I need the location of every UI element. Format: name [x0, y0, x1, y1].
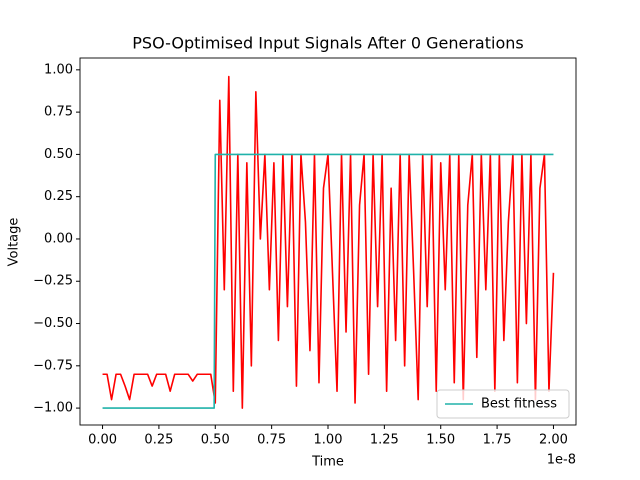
y-tick-label: 1.00: [44, 62, 73, 77]
y-axis-label: Voltage: [7, 218, 22, 267]
y-tick-label: 0.25: [44, 189, 73, 204]
y-tick-label: −0.50: [33, 316, 73, 331]
y-tick-label: 0.75: [44, 105, 73, 120]
x-tick-label: 0.50: [201, 433, 230, 448]
x-tick-label: 1.00: [314, 433, 343, 448]
y-tick-label: 0.00: [44, 231, 73, 246]
y-tick-label: −0.75: [33, 358, 73, 373]
x-tick-label: 0.25: [144, 433, 173, 448]
y-tick-label: −0.25: [33, 274, 73, 289]
x-tick-label: 1.25: [370, 433, 399, 448]
legend-box: [436, 389, 570, 419]
x-tick-label: 1.50: [426, 433, 455, 448]
x-tick-label: 1.75: [483, 433, 512, 448]
plot-frame: [79, 57, 577, 426]
x-offset-label: 1e-8: [547, 453, 576, 468]
y-tick-label: −1.00: [33, 401, 73, 416]
x-axis-label: Time: [311, 455, 344, 470]
x-tick-label: 0.00: [88, 433, 117, 448]
legend-label: Best fitness: [481, 397, 557, 412]
y-tick-label: 0.50: [44, 147, 73, 162]
x-tick-label: 2.00: [539, 433, 568, 448]
chart-title: PSO-Optimised Input Signals After 0 Gene…: [132, 34, 523, 53]
series-line: [102, 153, 554, 409]
x-tick-label: 0.75: [257, 433, 286, 448]
